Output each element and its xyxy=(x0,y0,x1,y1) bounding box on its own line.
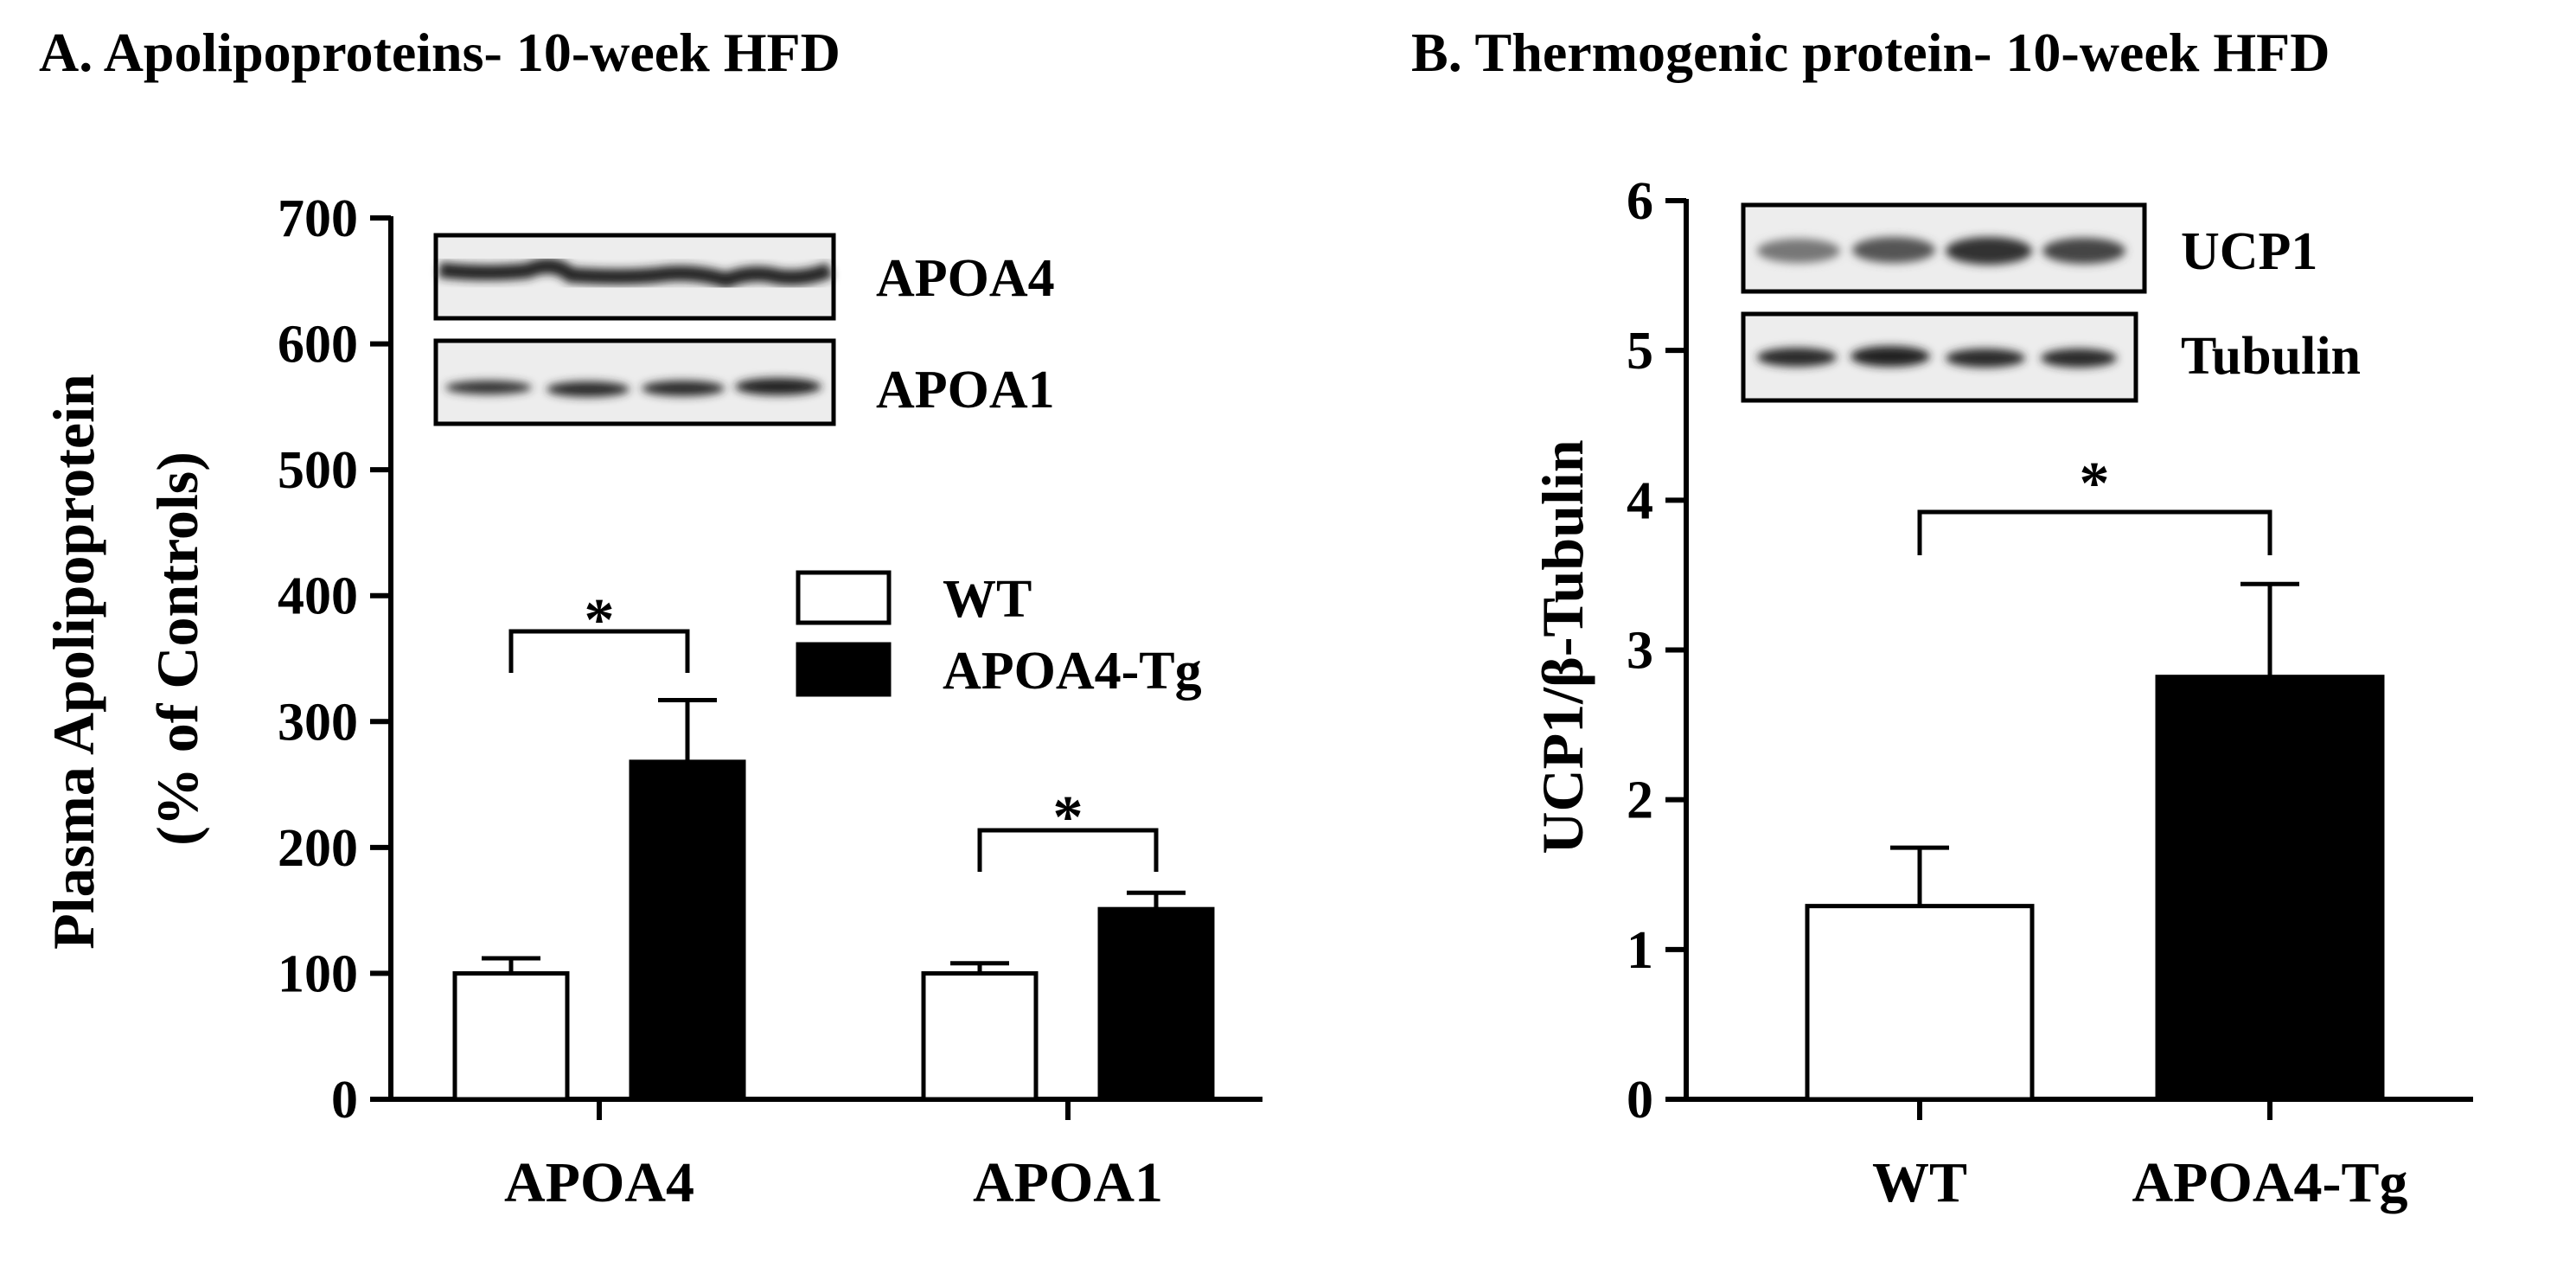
x-tick-label-apoa1: APOA1 xyxy=(973,1151,1163,1214)
y-tick-label: 600 xyxy=(278,316,358,374)
y-tick-label: 6 xyxy=(1627,172,1653,231)
y-tick-label: 400 xyxy=(278,567,358,626)
bar-apoa4-tg xyxy=(2155,675,2385,1102)
panel-b-significance: * xyxy=(1917,451,2272,555)
blot-label-ucp1: UCP1 xyxy=(2181,222,2317,281)
panel-a-bars xyxy=(452,698,1215,1102)
y-tick-label: 5 xyxy=(1627,322,1653,381)
blot-label-apoa4: APOA4 xyxy=(876,249,1055,308)
apoa4-band xyxy=(438,258,834,289)
bar-wt xyxy=(1805,904,2035,1102)
panel-a-title: A. Apolipoproteins- 10-week HFD xyxy=(39,22,841,83)
y-tick-label: 2 xyxy=(1627,771,1653,830)
y-tick-label: 0 xyxy=(331,1071,358,1130)
panel-a: A. Apolipoproteins- 10-week HFD Plasma A… xyxy=(39,22,1262,1214)
panel-a-significance: * * xyxy=(508,587,1159,872)
x-tick-label-apoa4: APOA4 xyxy=(504,1151,694,1214)
panel-b-bars xyxy=(1805,581,2385,1102)
bar-apoa1-apoa4-tg xyxy=(1097,906,1215,1102)
y-tick-label: 100 xyxy=(278,944,358,1003)
sig-star-panel-b: * xyxy=(2080,451,2110,517)
panel-a-axes: 0 100 200 300 400 500 600 700 APOA4 APOA1 xyxy=(278,189,1262,1214)
legend-label-wt: WT xyxy=(943,570,1032,629)
panel-a-ylabel-line2: (% of Controls) xyxy=(144,451,210,846)
panel-a-blot: APOA4 APOA1 xyxy=(433,233,1055,426)
y-tick-label: 700 xyxy=(278,189,358,248)
y-tick-label: 0 xyxy=(1627,1071,1653,1130)
tubulin-bands xyxy=(1757,346,2117,368)
y-tick-label: 1 xyxy=(1627,921,1653,980)
legend-swatch-apoa4-tg xyxy=(796,642,892,697)
sig-star-apoa4: * xyxy=(585,587,615,654)
y-tick-label: 200 xyxy=(278,819,358,878)
panel-a-legend: WT APOA4-Tg xyxy=(796,570,1202,701)
sig-star-apoa1: * xyxy=(1053,784,1083,851)
legend-swatch-wt xyxy=(796,570,892,625)
x-tick-label-apoa4-tg: APOA4-Tg xyxy=(2132,1151,2408,1214)
sig-bracket-apoa1 xyxy=(977,828,1159,872)
bar-apoa4-wt xyxy=(452,970,570,1102)
bar-apoa4-apoa4-tg xyxy=(629,759,746,1102)
blot-label-apoa1: APOA1 xyxy=(876,361,1055,419)
bar-apoa1-wt xyxy=(921,970,1039,1102)
panel-b-blot: UCP1 Tubulin xyxy=(1741,202,2361,403)
sig-bracket-wt-vs-tg xyxy=(1917,509,2272,555)
panel-a-ylabel-line1: Plasma Apolipoprotein xyxy=(41,374,106,950)
blot-label-tubulin: Tubulin xyxy=(2181,327,2361,386)
x-tick-label-wt: WT xyxy=(1872,1151,1967,1214)
panel-b: B. Thermogenic protein- 10-week HFD UCP1… xyxy=(1411,22,2473,1214)
sig-bracket-apoa4 xyxy=(508,629,690,673)
y-tick-label: 500 xyxy=(278,441,358,500)
y-tick-label: 300 xyxy=(278,693,358,752)
y-tick-label: 4 xyxy=(1627,471,1653,530)
apoa1-bands xyxy=(445,378,821,397)
legend-label-apoa4-tg: APOA4-Tg xyxy=(943,642,1202,701)
y-tick-label: 3 xyxy=(1627,622,1653,681)
ucp1-bands xyxy=(1757,237,2125,265)
panel-b-title: B. Thermogenic protein- 10-week HFD xyxy=(1411,22,2330,83)
panel-b-ylabel: UCP1/β-Tubulin xyxy=(1530,439,1595,854)
